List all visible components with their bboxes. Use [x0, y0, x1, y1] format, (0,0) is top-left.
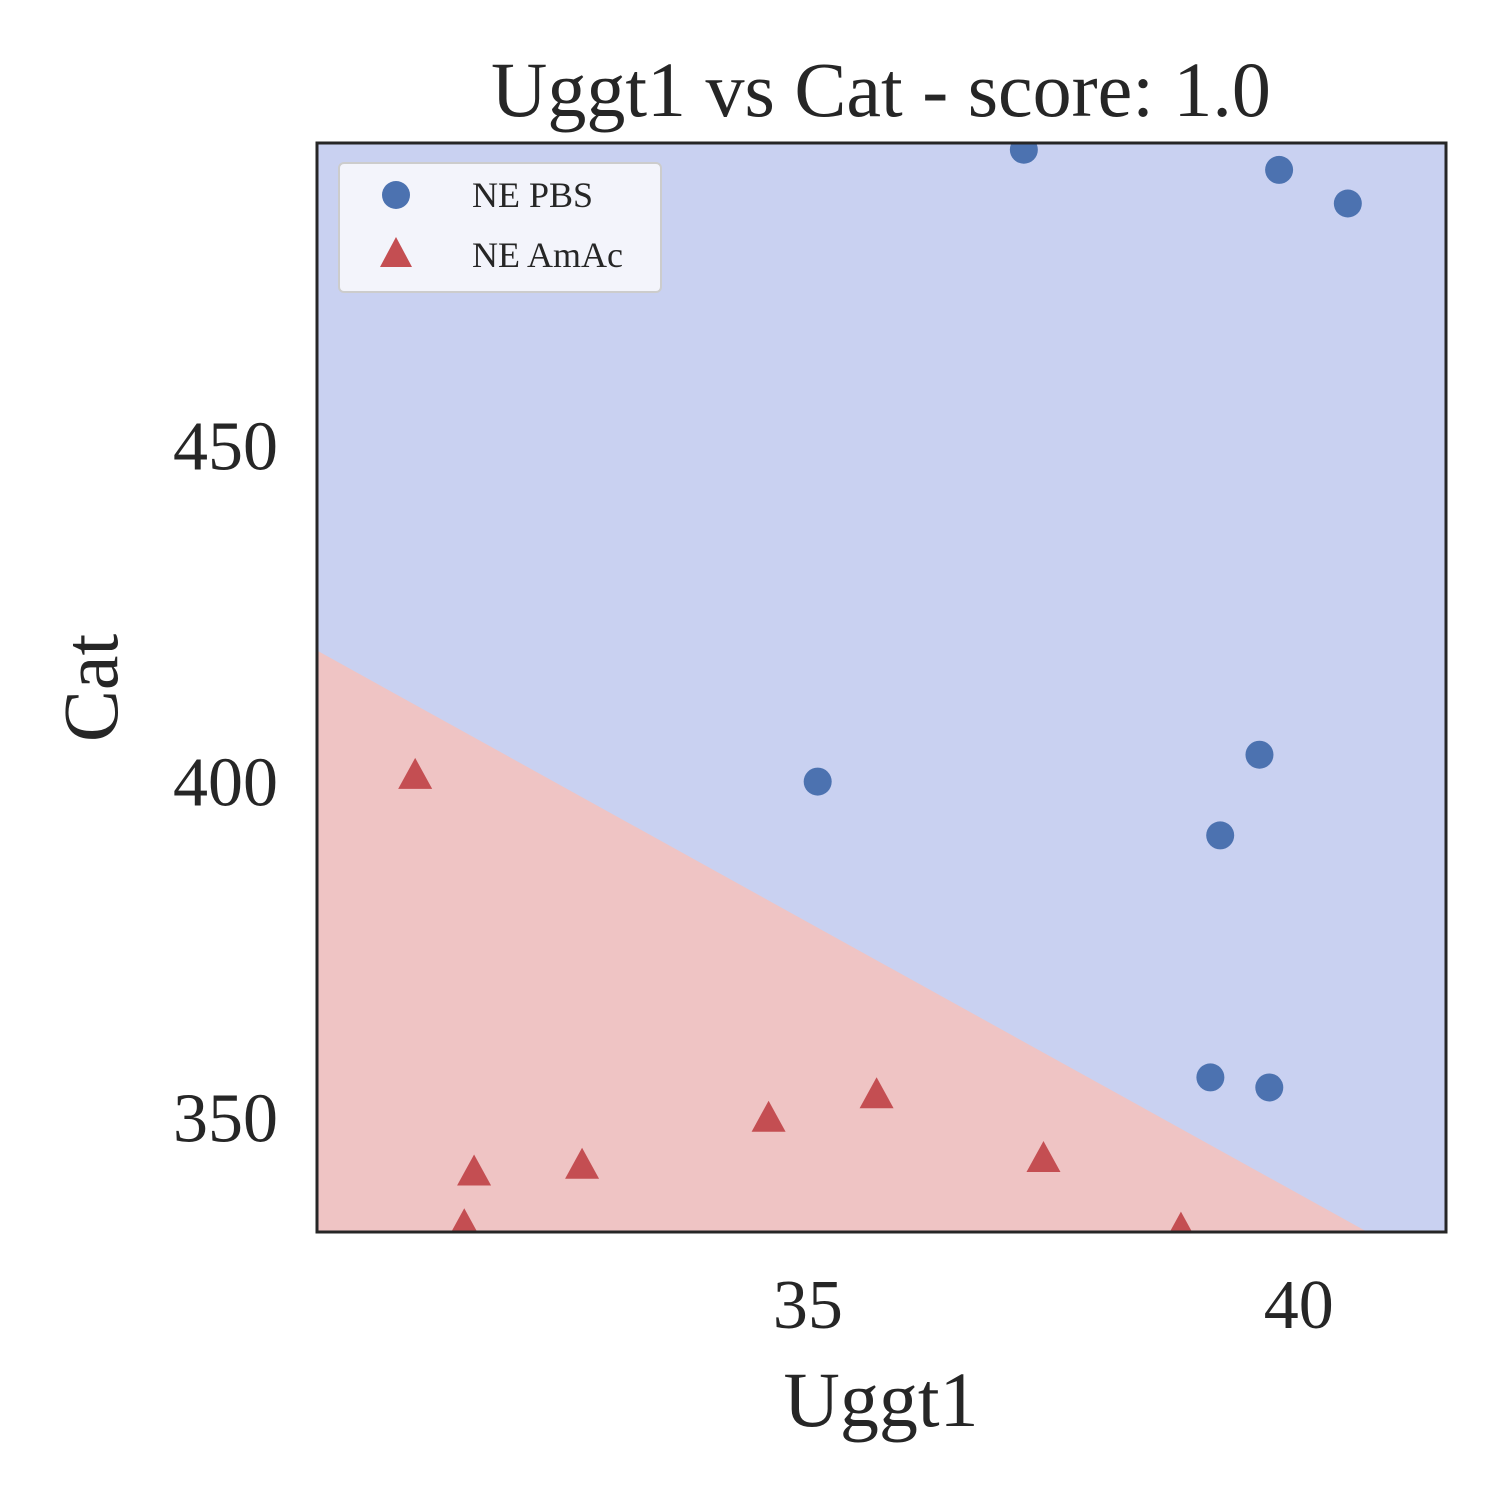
legend-label-ne-pbs: NE PBS [472, 175, 593, 215]
x-tick-label-35: 35 [773, 1267, 843, 1344]
point-ne-pbs-5 [1245, 740, 1274, 769]
x-tick-label-40: 40 [1264, 1267, 1334, 1344]
point-ne-amac-1 [398, 757, 433, 789]
point-ne-pbs-6 [1206, 821, 1235, 850]
y-tick-label-350: 350 [173, 1081, 278, 1158]
legend: NE PBS NE AmAc [338, 162, 662, 293]
scatter-points [398, 143, 1362, 1232]
y-tick-label-450: 450 [173, 409, 278, 486]
legend-box [338, 162, 662, 293]
point-ne-amac-6 [1026, 1141, 1061, 1173]
point-ne-amac-7 [451, 1208, 478, 1232]
point-ne-amac-5 [859, 1077, 894, 1109]
point-ne-pbs-4 [803, 767, 832, 796]
axis-ticks: 35 40 350 400 450 [173, 409, 1334, 1345]
legend-label-ne-amac: NE AmAc [472, 235, 623, 275]
x-axis-label: Uggt1 [784, 1356, 979, 1443]
lower-region [317, 650, 1368, 1232]
point-ne-amac-2 [457, 1154, 492, 1186]
point-ne-amac-4 [751, 1100, 786, 1132]
point-ne-pbs-3 [1333, 189, 1362, 218]
legend-marker-ne-amac [380, 237, 412, 267]
chart-title: Uggt1 vs Cat - score: 1.0 [491, 46, 1271, 133]
y-axis-label: Cat [47, 634, 134, 743]
plot-frame [315, 141, 1448, 1234]
point-ne-pbs-1 [1009, 143, 1038, 164]
y-tick-label-400: 400 [173, 745, 278, 822]
point-ne-pbs-8 [1255, 1073, 1284, 1102]
point-ne-pbs-7 [1196, 1063, 1225, 1092]
point-ne-amac-3 [565, 1147, 600, 1179]
point-ne-pbs-2 [1265, 155, 1294, 184]
legend-marker-ne-pbs [382, 181, 410, 209]
point-ne-amac-8 [1169, 1211, 1193, 1232]
